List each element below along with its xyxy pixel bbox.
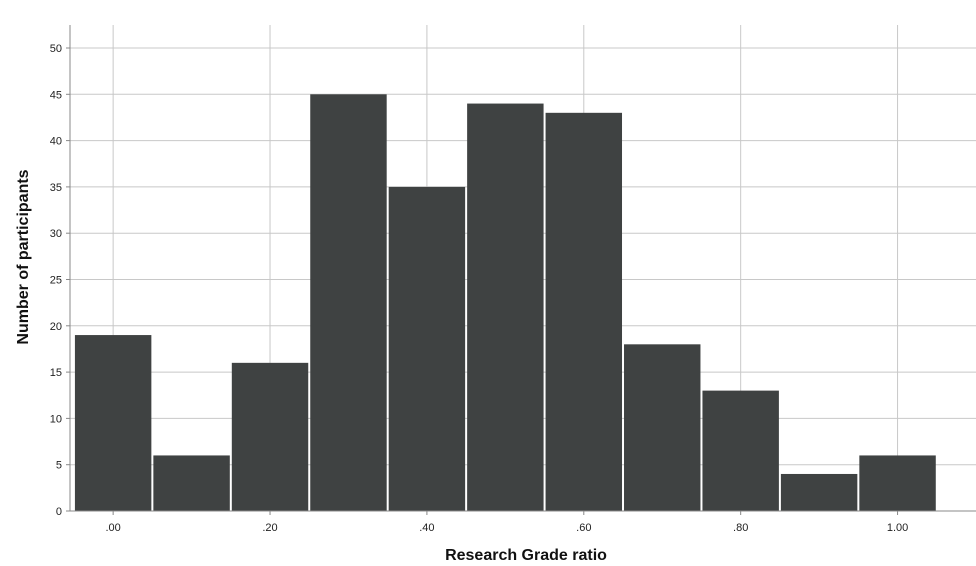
histogram-bar xyxy=(231,362,309,511)
y-tick-label: 45 xyxy=(50,89,62,101)
histogram-bar xyxy=(74,335,152,511)
y-axis-title: Number of participants xyxy=(15,169,32,344)
histogram-bar xyxy=(859,455,936,511)
histogram-bar xyxy=(624,344,701,511)
x-tick-label: .40 xyxy=(419,522,434,534)
histogram-bar xyxy=(388,186,466,511)
y-tick-label: 5 xyxy=(56,460,62,472)
y-tick-label: 15 xyxy=(50,367,62,379)
histogram-bar xyxy=(467,103,544,511)
bars xyxy=(74,94,936,512)
histogram-bar xyxy=(702,390,779,511)
x-tick-label: .60 xyxy=(576,522,591,534)
histogram-bar xyxy=(545,112,623,511)
histogram-bar xyxy=(310,94,387,512)
x-tick-label: .00 xyxy=(105,522,120,534)
y-tick-label: 50 xyxy=(50,43,62,55)
tick-labels: 0 5 10 15 20 25 30 35 40 45 50 .00 .20 .40 .60 .80 1.00 xyxy=(50,43,909,534)
y-tick-label: 10 xyxy=(50,413,62,425)
histogram-bar xyxy=(153,455,230,511)
x-tick-label: 1.00 xyxy=(887,522,908,534)
y-tick-label: 20 xyxy=(50,321,62,333)
axes xyxy=(66,25,976,515)
y-tick-label: 35 xyxy=(50,182,62,194)
y-tick-label: 0 xyxy=(56,506,62,518)
histogram-bar xyxy=(780,473,858,511)
x-tick-label: .80 xyxy=(733,522,748,534)
y-tick-label: 30 xyxy=(50,228,62,240)
y-tick-label: 40 xyxy=(50,136,62,148)
x-axis-title: Research Grade ratio xyxy=(445,547,607,564)
x-tick-label: .20 xyxy=(262,522,277,534)
y-tick-label: 25 xyxy=(50,275,62,287)
